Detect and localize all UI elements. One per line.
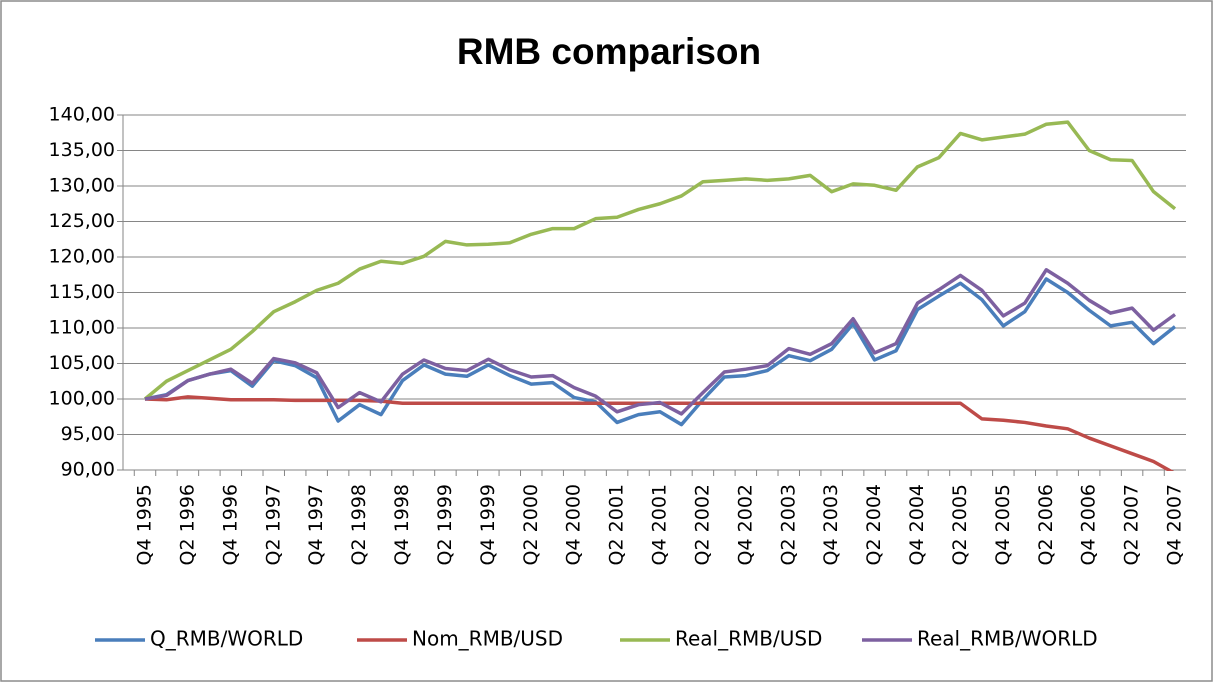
y-tick-label: 95,00 — [61, 423, 115, 445]
x-tick-label: Q2 1998 — [348, 484, 370, 565]
x-tick-label: Q4 1997 — [305, 484, 327, 565]
y-tick-label: 140,00 — [49, 104, 115, 126]
legend-label: Nom_RMB/USD — [412, 627, 563, 651]
x-tick-label: Q2 2004 — [863, 484, 885, 565]
x-tick-label: Q4 2004 — [906, 484, 928, 565]
x-tick-label: Q4 1998 — [391, 484, 413, 565]
x-tick-label: Q4 2007 — [1164, 484, 1186, 565]
series-line — [143, 120, 1177, 401]
y-tick-label: 100,00 — [49, 388, 115, 410]
y-tick-label: 90,00 — [61, 459, 115, 481]
y-tick-label: 110,00 — [49, 317, 115, 339]
x-tick-label: Q2 2003 — [777, 484, 799, 565]
x-tick-label: Q4 1995 — [134, 484, 156, 565]
series-line — [144, 268, 1177, 416]
y-tick-label: 125,00 — [49, 210, 115, 232]
legend-label: Q_RMB/WORLD — [150, 627, 303, 651]
y-tick-label: 115,00 — [49, 281, 115, 303]
x-tick-label: Q2 2002 — [691, 484, 713, 565]
legend-label: Real_RMB/WORLD — [917, 627, 1098, 651]
legend-label: Real_RMB/USD — [675, 627, 822, 651]
y-tick-label: 105,00 — [49, 352, 115, 374]
x-tick-label: Q4 2005 — [992, 484, 1014, 565]
x-tick-label: Q4 2006 — [1078, 484, 1100, 565]
x-tick-label: Q2 2001 — [606, 484, 628, 565]
x-tick-label: Q4 2003 — [820, 484, 842, 565]
y-tick-label: 130,00 — [49, 175, 115, 197]
x-tick-label: Q2 2007 — [1121, 484, 1143, 565]
x-tick-label: Q4 2000 — [563, 484, 585, 565]
x-tick-label: Q2 1996 — [176, 484, 198, 565]
x-tick-label: Q2 1997 — [262, 484, 284, 565]
y-tick-label: 135,00 — [49, 139, 115, 161]
y-tick-label: 120,00 — [49, 246, 115, 268]
x-tick-label: Q4 1999 — [477, 484, 499, 565]
labels: 90,00 95,00 100,00 105,00 110,00 115,00 120,00… — [49, 104, 1186, 651]
series-line — [144, 277, 1177, 427]
plot-area — [143, 120, 1177, 471]
x-tick-label: Q4 1996 — [219, 484, 241, 565]
x-tick-label: Q4 2002 — [734, 484, 756, 565]
x-tick-label: Q2 2005 — [949, 484, 971, 565]
x-tick-label: Q2 2000 — [520, 484, 542, 565]
x-tick-label: Q2 2006 — [1035, 484, 1057, 565]
x-tick-label: Q4 2001 — [649, 484, 671, 565]
chart-title: RMB comparison — [457, 31, 761, 72]
x-tick-label: Q2 1999 — [434, 484, 456, 565]
